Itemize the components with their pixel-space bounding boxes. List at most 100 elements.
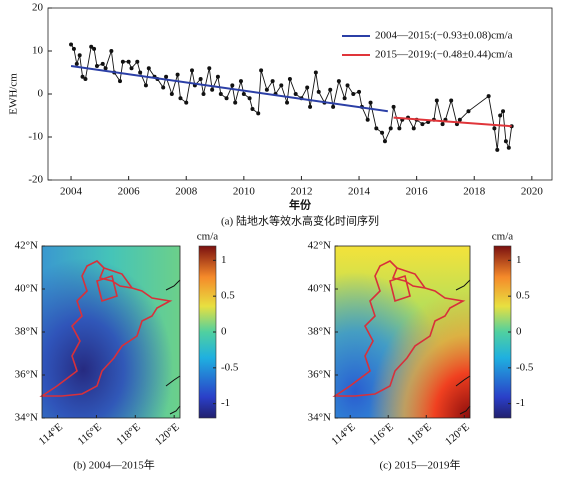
lat-tick-label: 38°N bbox=[308, 326, 331, 338]
y-tick-label: -20 bbox=[28, 174, 43, 186]
data-point bbox=[126, 59, 131, 64]
data-point bbox=[178, 96, 183, 101]
data-point bbox=[498, 113, 503, 118]
x-tick-label: 2018 bbox=[463, 186, 486, 198]
colorbar-tick-label: -1 bbox=[221, 397, 230, 409]
lat-tick-label: 42°N bbox=[308, 240, 331, 252]
data-point bbox=[218, 92, 223, 96]
data-point bbox=[201, 92, 206, 96]
legend-label: 2015—2019:(−0.48±0.44)cm/a bbox=[375, 49, 513, 61]
data-point bbox=[351, 92, 356, 96]
lon-tick-label: 116°E bbox=[367, 421, 396, 448]
x-tick-label: 2010 bbox=[233, 186, 256, 198]
data-point bbox=[259, 68, 264, 73]
data-point bbox=[230, 83, 235, 88]
data-point bbox=[420, 122, 425, 127]
data-point bbox=[238, 79, 243, 84]
colorbar-tick-label: 0 bbox=[221, 326, 227, 338]
data-point bbox=[368, 100, 373, 105]
data-point bbox=[138, 70, 143, 75]
data-point bbox=[164, 74, 169, 79]
caption: (b) 2004—2015年 bbox=[73, 458, 155, 472]
colorbar-tick-label: 1 bbox=[516, 254, 522, 266]
lon-tick-label: 116°E bbox=[75, 421, 104, 448]
colorbar-tick-label: 1 bbox=[221, 254, 227, 266]
series-line bbox=[393, 116, 512, 128]
data-point bbox=[328, 87, 333, 92]
lat-tick-label: 36°N bbox=[308, 369, 331, 381]
data-point bbox=[382, 139, 387, 144]
data-point bbox=[256, 111, 261, 116]
lon-tick-label: 114°E bbox=[329, 421, 358, 448]
data-point bbox=[80, 74, 85, 79]
data-point bbox=[215, 74, 220, 79]
legend-label: 2004—2015:(−0.93±0.08)cm/a bbox=[375, 30, 513, 42]
data-point bbox=[316, 89, 321, 94]
lon-tick-label: 120°E bbox=[443, 421, 472, 448]
data-point bbox=[279, 83, 284, 88]
data-point bbox=[100, 61, 105, 66]
data-point bbox=[492, 126, 497, 131]
data-point bbox=[118, 79, 122, 84]
y-tick-label: 20 bbox=[32, 2, 44, 14]
x-tick-label: 2006 bbox=[118, 186, 141, 198]
data-point bbox=[336, 79, 341, 84]
data-point bbox=[357, 89, 362, 94]
data-point bbox=[184, 100, 189, 105]
data-point bbox=[69, 42, 74, 47]
data-point bbox=[207, 66, 212, 71]
data-point bbox=[89, 44, 94, 49]
data-point bbox=[397, 126, 402, 131]
data-point bbox=[313, 70, 318, 75]
lat-tick-label: 38°N bbox=[15, 326, 38, 338]
x-tick-label: 2014 bbox=[348, 186, 371, 198]
data-point bbox=[305, 85, 310, 90]
series-line bbox=[70, 65, 388, 113]
data-point bbox=[411, 126, 416, 131]
data-point bbox=[466, 109, 471, 114]
data-point bbox=[94, 64, 99, 69]
data-point bbox=[434, 98, 439, 103]
y-axis-label: EWH/cm bbox=[8, 73, 20, 115]
data-point bbox=[287, 76, 292, 81]
data-point bbox=[210, 87, 215, 92]
data-point bbox=[92, 46, 97, 51]
x-tick-label: 2012 bbox=[290, 186, 312, 198]
data-point bbox=[365, 117, 370, 122]
y-tick-label: 10 bbox=[32, 45, 44, 57]
data-point bbox=[440, 122, 445, 127]
data-point bbox=[83, 76, 88, 81]
data-point bbox=[270, 79, 275, 84]
colorbar-tick-label: -0.5 bbox=[516, 361, 534, 373]
y-tick-label: 0 bbox=[38, 88, 44, 100]
data-point bbox=[342, 96, 347, 101]
colorbar-tick-label: 0 bbox=[516, 326, 522, 338]
data-point bbox=[264, 87, 269, 92]
x-tick-label: 2020 bbox=[521, 186, 544, 198]
colorbar-tick-label: 0.5 bbox=[516, 290, 530, 302]
colorbar-tick-label: -0.5 bbox=[221, 361, 239, 373]
caption: (c) 2015—2019年 bbox=[380, 458, 461, 472]
data-point bbox=[388, 126, 393, 131]
data-point bbox=[71, 46, 76, 51]
data-point bbox=[224, 96, 229, 101]
data-point bbox=[247, 96, 252, 101]
data-point bbox=[285, 100, 290, 105]
data-point bbox=[198, 76, 203, 81]
data-point bbox=[109, 49, 114, 53]
data-point bbox=[143, 83, 148, 88]
data-point bbox=[250, 107, 255, 112]
data-point bbox=[74, 61, 79, 66]
data-point bbox=[293, 92, 298, 96]
map-b-field bbox=[41, 245, 217, 419]
data-point bbox=[175, 72, 180, 77]
lat-tick-label: 42°N bbox=[15, 240, 38, 252]
data-point bbox=[331, 104, 336, 109]
data-point bbox=[241, 92, 246, 96]
colorbar-tick-label: -1 bbox=[516, 397, 525, 409]
data-point bbox=[457, 117, 462, 122]
data-point bbox=[391, 104, 396, 109]
data-point bbox=[161, 85, 166, 90]
data-point bbox=[233, 100, 238, 105]
